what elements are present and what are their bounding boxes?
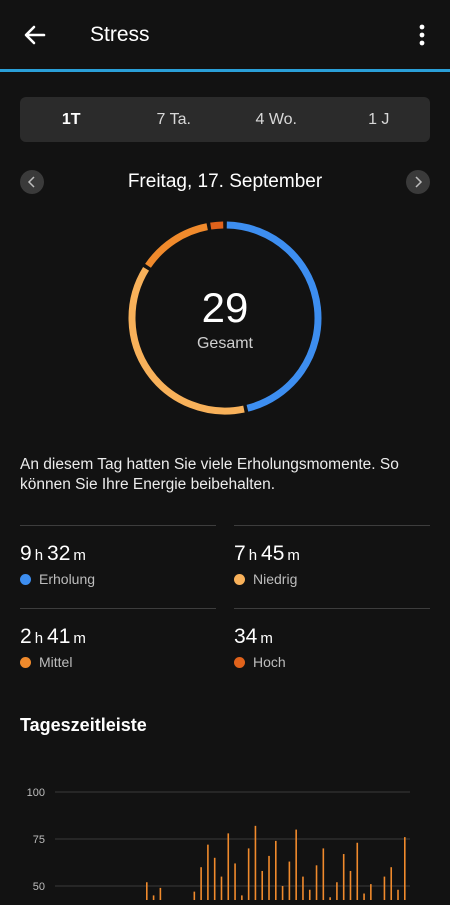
timeline-chart-graphic: 100 75 50	[27, 787, 410, 900]
tab-1-year[interactable]: 1 J	[368, 110, 390, 128]
stress-bar	[302, 876, 304, 900]
stress-ring: 29 Gesamt	[125, 218, 325, 418]
stat-rest-label: Erholung	[39, 571, 96, 587]
tab-1-day[interactable]: 1T	[61, 110, 81, 128]
stress-bar	[397, 889, 399, 900]
stat-high-duration: 34 m	[234, 625, 273, 648]
stat-low: 7 h 45 m Niedrig	[234, 525, 430, 608]
y-tick-label: 75	[33, 834, 45, 846]
stat-high-label: Hoch	[253, 654, 286, 670]
stress-bar	[200, 867, 202, 900]
stress-bar	[254, 825, 257, 900]
ring-segment-rest	[226, 221, 322, 412]
stress-bar	[247, 848, 250, 900]
ring-segment-high	[210, 221, 224, 230]
selected-date: Freitag, 17. September	[127, 171, 323, 192]
summary-message: An diesem Tag hatten Sie viele Erholungs…	[20, 456, 399, 493]
app-bar: Stress	[0, 0, 450, 70]
more-options-icon[interactable]	[412, 22, 432, 48]
stress-bar	[234, 863, 236, 900]
ring-segment-low	[128, 266, 245, 415]
stat-rest: 9 h 32 m Erholung	[20, 525, 216, 608]
stat-medium: 2 h 41 m Mittel	[20, 608, 216, 691]
stress-bar	[308, 889, 311, 900]
page-title: Stress	[90, 23, 150, 46]
stress-bar	[295, 829, 297, 900]
stress-bar	[261, 870, 264, 900]
timeline-chart: 100 75 50	[0, 770, 450, 900]
medium-color-dot	[20, 656, 31, 668]
y-tick-label: 50	[33, 881, 45, 893]
stress-bar	[370, 884, 372, 900]
next-day-button[interactable]	[406, 170, 430, 194]
stress-bar	[146, 882, 148, 900]
stress-bar	[193, 891, 196, 900]
stress-bar	[207, 844, 209, 900]
chevron-right-icon	[415, 176, 423, 188]
stress-bar	[213, 857, 216, 900]
stat-rest-duration: 9 h 32 m	[20, 542, 86, 565]
stress-bar	[349, 870, 352, 900]
stat-high: 34 m Hoch	[234, 608, 430, 691]
stress-bar	[363, 893, 365, 900]
stress-bar	[268, 855, 270, 900]
stress-bar	[281, 886, 284, 900]
stress-bar	[329, 897, 331, 900]
previous-day-button[interactable]	[20, 170, 44, 194]
stress-bar	[322, 848, 325, 900]
stress-bar	[152, 895, 155, 900]
back-arrow-icon[interactable]	[22, 22, 48, 48]
timeline-title: Tageszeitleiste	[20, 715, 147, 735]
chevron-left-icon	[27, 176, 35, 188]
stress-score: 29	[201, 284, 249, 331]
low-color-dot	[234, 573, 245, 585]
stress-bar	[342, 854, 345, 900]
stress-bar	[220, 876, 223, 900]
stat-low-duration: 7 h 45 m	[234, 542, 300, 565]
stress-bar	[315, 865, 318, 900]
stat-medium-duration: 2 h 41 m	[20, 625, 86, 648]
tab-7-days[interactable]: 7 Ta.	[156, 110, 191, 128]
app-bar-divider	[0, 69, 450, 72]
stress-bar	[288, 861, 291, 900]
stress-bar	[356, 842, 359, 900]
period-selector: 1T 7 Ta. 4 Wo. 1 J	[20, 97, 430, 142]
stress-bar	[383, 876, 386, 900]
stress-bar	[390, 867, 393, 900]
stat-low-label: Niedrig	[253, 571, 298, 587]
stress-bar	[227, 833, 230, 900]
stress-ring-graphic	[128, 221, 322, 415]
y-tick-label: 100	[27, 787, 45, 799]
stress-bar	[241, 895, 243, 900]
tab-4-weeks[interactable]: 4 Wo.	[255, 110, 298, 128]
stress-bar	[275, 840, 277, 900]
rest-color-dot	[20, 573, 31, 585]
high-color-dot	[234, 656, 245, 668]
ring-segment-medium	[145, 223, 208, 268]
stress-score-label: Gesamt	[196, 335, 253, 352]
stress-bar	[336, 882, 338, 900]
stress-bar	[404, 837, 406, 900]
date-navigation: Freitag, 17. September	[20, 170, 430, 196]
stress-bar	[159, 887, 162, 900]
stat-medium-label: Mittel	[39, 654, 73, 670]
